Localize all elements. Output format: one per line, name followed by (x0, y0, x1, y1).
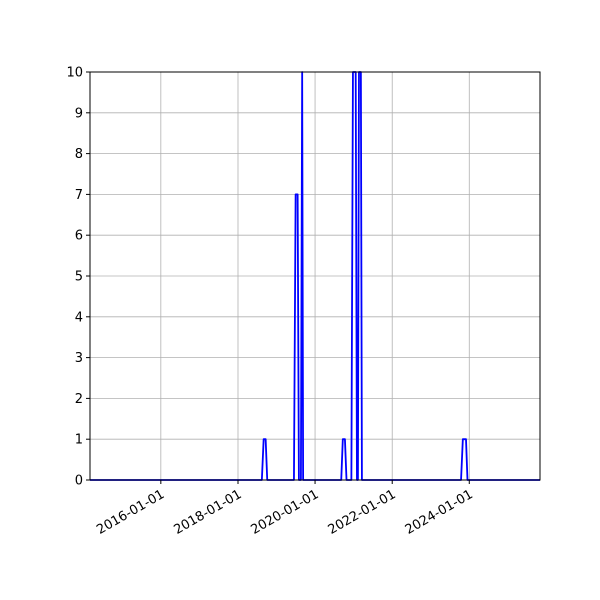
y-tick-label: 3 (75, 351, 83, 366)
y-tick-label: 7 (75, 188, 83, 203)
y-tick-label: 10 (66, 66, 83, 81)
y-tick-label: 9 (75, 106, 83, 121)
y-tick-label: 2 (75, 392, 83, 407)
y-tick-label: 8 (75, 147, 83, 162)
y-tick-label: 1 (75, 433, 83, 448)
y-tick-label: 6 (75, 229, 83, 244)
y-tick-label: 5 (75, 270, 83, 285)
y-tick-label: 4 (75, 310, 83, 325)
y-tick-label: 0 (75, 474, 83, 489)
y-axis: 0 1 2 3 4 5 6 7 8 9 10 (66, 66, 90, 489)
